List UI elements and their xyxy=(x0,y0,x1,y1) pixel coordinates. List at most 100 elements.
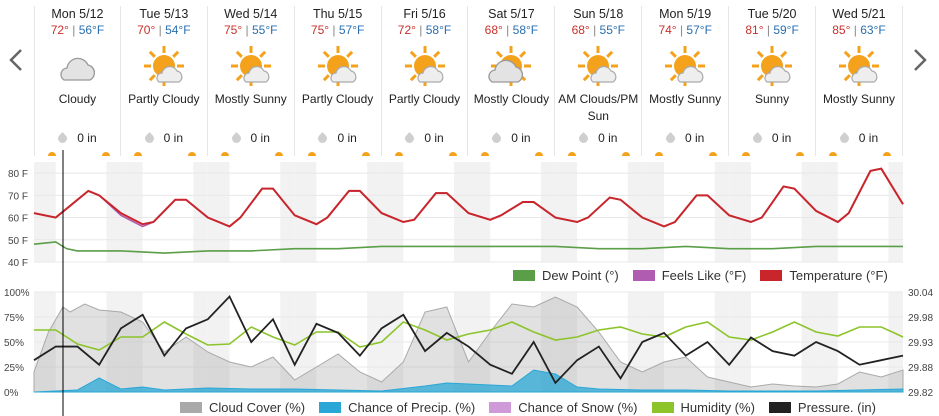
precip-value: 0 in xyxy=(598,131,618,145)
raindrop-icon xyxy=(664,132,677,145)
legend-item[interactable]: Chance of Snow (%) xyxy=(489,400,638,415)
sunrise-sunset-icon xyxy=(655,152,718,156)
low-temp: 58°F xyxy=(512,23,539,37)
series-line xyxy=(33,241,903,254)
sunrise-sunset-icon xyxy=(48,152,110,156)
sun-icon xyxy=(317,46,358,86)
legend-item[interactable]: Chance of Precip. (%) xyxy=(319,400,475,415)
y-tick-label: 75% xyxy=(4,313,24,324)
series-line xyxy=(33,167,904,228)
legend-label: Humidity (%) xyxy=(680,400,755,415)
legend-swatch xyxy=(180,402,202,413)
raindrop-icon xyxy=(490,132,504,145)
low-temp: 57°F xyxy=(338,23,365,37)
legend-swatch xyxy=(760,270,783,281)
day-card[interactable]: Sat 5/17 68° | 58°F Mostly Cloudy 0 in xyxy=(468,6,556,156)
sunrise-sunset-icon xyxy=(394,152,457,156)
legend-item[interactable]: Temperature (°F) xyxy=(760,268,888,283)
series-area xyxy=(33,369,904,393)
high-temp: 72° xyxy=(50,23,69,37)
sunrise-sunset-icon xyxy=(481,152,544,156)
raindrop-icon xyxy=(142,132,156,145)
high-temp: 72° xyxy=(397,23,416,37)
raindrop-icon xyxy=(56,132,70,145)
y-tick-label-right: 29.88 xyxy=(908,363,933,374)
day-temps: 85° | 63°F xyxy=(832,23,886,37)
day-date: Sat 5/17 xyxy=(488,7,535,21)
sun-icon xyxy=(752,46,793,86)
temperature-chart: 80 F 70 F 60 F 50 F 40 F xyxy=(8,162,904,266)
y-tick-label-right: 29.93 xyxy=(908,338,933,349)
day-card[interactable]: Wed 5/14 75° | 55°F Mostly Sunny 0 in xyxy=(208,6,295,156)
day-condition: Mostly Cloudy xyxy=(473,92,550,106)
previous-days-button[interactable] xyxy=(6,40,26,80)
day-temps: 72° | 56°F xyxy=(50,23,105,37)
legend-item[interactable]: Feels Like (°F) xyxy=(632,268,747,283)
sun-icon xyxy=(230,46,271,86)
day-temps: 75° | 55°F xyxy=(224,23,278,37)
low-temp: 57°F xyxy=(686,23,712,37)
sun-icon xyxy=(143,46,184,86)
raindrop-icon xyxy=(837,132,851,145)
low-temp: 58°F xyxy=(425,23,452,37)
day-condition: Partly Cloudy xyxy=(128,92,200,106)
conditions-legend: Cloud Cover (%) Chance of Precip. (%) Chan… xyxy=(180,400,890,415)
cloud-icon xyxy=(60,57,96,81)
legend-swatch xyxy=(651,402,674,413)
sun-icon xyxy=(838,46,879,86)
day-card[interactable]: Wed 5/21 85° | 63°F Mostly Sunny 0 in xyxy=(816,6,903,156)
y-tick-label: 70 F xyxy=(8,191,28,202)
day-temps: 68° | 55°F xyxy=(571,23,626,37)
legend-label: Temperature (°F) xyxy=(789,268,888,283)
y-tick-label: 40 F xyxy=(8,258,28,266)
legend-swatch xyxy=(489,402,512,413)
high-temp: 68° xyxy=(571,23,590,37)
precip-amount: 0 in xyxy=(555,131,641,145)
day-temps: 70° | 54°F xyxy=(137,23,191,37)
y-tick-label: 25% xyxy=(4,363,24,374)
legend-item[interactable]: Humidity (%) xyxy=(651,400,755,415)
sunrise-sunset-icon xyxy=(133,152,196,156)
legend-item[interactable]: Pressure. (in) xyxy=(768,400,876,415)
day-card[interactable]: Sun 5/18 68° | 55°F AM Clouds/PM Sun 0 i… xyxy=(555,6,643,156)
raindrop-icon xyxy=(316,132,330,145)
precip-amount: 0 in xyxy=(295,131,381,145)
day-card[interactable]: Tue 5/13 70° | 54°F Partly Cloudy 0 in xyxy=(121,6,208,156)
precip-value: 0 in xyxy=(858,131,879,145)
legend-label: Feels Like (°F) xyxy=(661,268,747,283)
chevron-left-icon xyxy=(9,49,22,71)
precip-value: 0 in xyxy=(511,131,531,145)
day-card[interactable]: Mon 5/19 74° | 57°F Mostly Sunny 0 in xyxy=(642,6,730,156)
day-temps: 72° | 58°F xyxy=(397,23,452,37)
day-card[interactable]: Thu 5/15 75° | 57°F Partly Cloudy 0 in xyxy=(295,6,382,156)
next-days-button[interactable] xyxy=(910,40,930,80)
precip-amount: 0 in xyxy=(35,131,120,145)
high-temp: 70° xyxy=(137,23,156,37)
series-area xyxy=(33,296,904,393)
precip-amount: 0 in xyxy=(382,131,468,145)
sun-cloud-icon xyxy=(488,46,532,86)
day-card[interactable]: Fri 5/16 72° | 58°F Partly Cloudy 0 in xyxy=(382,6,469,156)
y-tick-label-right: 29.82 xyxy=(908,388,933,398)
low-temp: 59°F xyxy=(773,23,799,37)
precip-value: 0 in xyxy=(163,131,184,145)
precip-amount: 0 in xyxy=(729,131,815,145)
day-condition: Mostly Sunny xyxy=(649,92,722,106)
day-card[interactable]: Mon 5/12 72° | 56°F Cloudy 0 in xyxy=(34,6,121,156)
legend-label: Dew Point (°) xyxy=(542,268,619,283)
precip-amount: 0 in xyxy=(208,131,294,145)
sunrise-sunset-icon xyxy=(568,152,631,156)
raindrop-icon xyxy=(229,132,243,145)
high-temp: 75° xyxy=(224,23,243,37)
daily-forecast-strip: Mon 5/12 72° | 56°F Cloudy 0 in Tue 5/13… xyxy=(34,6,903,156)
day-card[interactable]: Tue 5/20 81° | 59°F Sunny 0 in xyxy=(729,6,817,156)
high-temp: 85° xyxy=(832,23,851,37)
y-tick-label: 100% xyxy=(4,288,30,299)
day-date: Mon 5/19 xyxy=(659,7,712,21)
low-temp: 56°F xyxy=(78,23,105,37)
precip-amount: 0 in xyxy=(468,131,554,145)
raindrop-icon xyxy=(751,132,764,145)
legend-item[interactable]: Dew Point (°) xyxy=(513,268,619,283)
raindrop-icon xyxy=(403,132,417,145)
legend-item[interactable]: Cloud Cover (%) xyxy=(180,400,305,415)
